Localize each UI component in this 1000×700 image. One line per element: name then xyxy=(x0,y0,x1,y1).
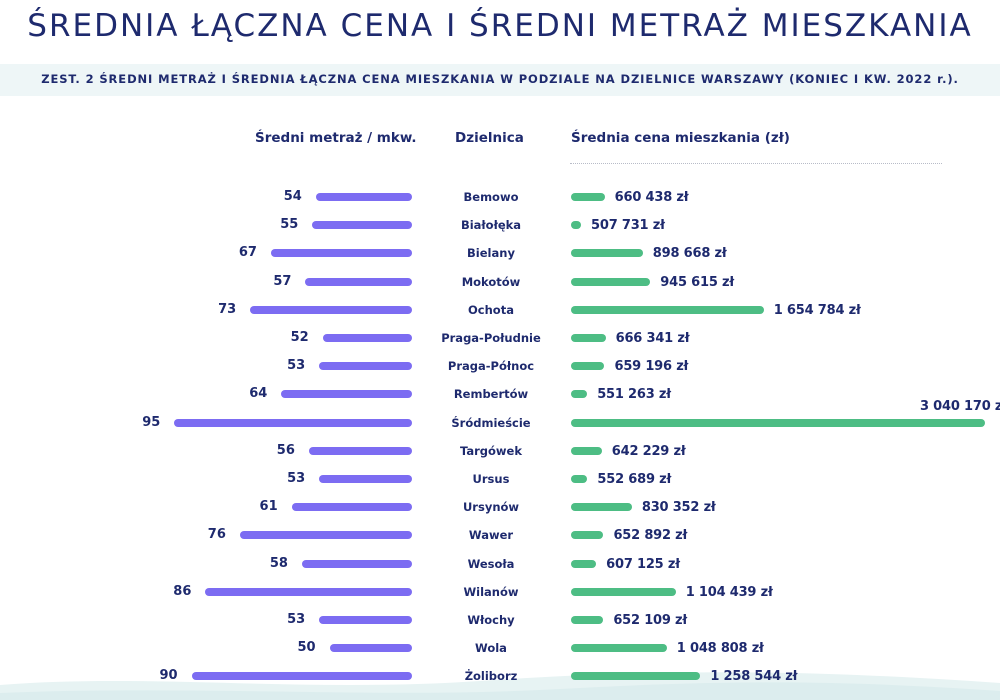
price-value-label: 1 048 808 zł xyxy=(676,641,764,657)
area-bar xyxy=(270,249,412,258)
area-bar xyxy=(312,221,412,230)
price-bar xyxy=(571,193,605,201)
price-value-label: 652 109 zł xyxy=(613,613,688,628)
district-label: Żoliborz xyxy=(464,669,518,684)
price-bar xyxy=(571,249,643,258)
chart-subtitle: ZEST. 2 ŚREDNI METRAŻ I ŚREDNIA ŁĄCZNA C… xyxy=(41,72,959,86)
area-value-label: 67 xyxy=(238,245,257,261)
area-bar xyxy=(281,390,412,399)
district-label: Śródmieście xyxy=(451,415,531,430)
price-bar xyxy=(571,559,597,568)
price-bar xyxy=(571,390,588,399)
district-label: Mokotów xyxy=(461,274,521,289)
price-bar xyxy=(571,418,986,427)
price-value-label: 652 892 zł xyxy=(613,528,688,544)
area-bar xyxy=(239,531,412,540)
price-value-label: 1 654 784 zł xyxy=(773,302,861,318)
district-label: Włochy xyxy=(467,613,515,627)
area-value-label: 53 xyxy=(287,471,306,486)
header-divider xyxy=(570,163,942,164)
area-bar xyxy=(191,672,412,681)
district-label: Ochota xyxy=(468,302,514,317)
area-column-header: Średni metraż / mkw. xyxy=(255,130,417,146)
area-bar xyxy=(319,362,412,371)
price-value-label: 659 196 zł xyxy=(614,359,689,375)
price-value-label: 666 341 zł xyxy=(615,331,690,346)
district-column-header: Dzielnica xyxy=(455,130,524,146)
district-label: Białołęka xyxy=(460,218,522,233)
area-bar xyxy=(315,193,412,201)
price-bar xyxy=(571,334,606,342)
price-value-label: 830 352 zł xyxy=(641,500,716,516)
price-bar xyxy=(571,503,632,512)
area-value-label: 73 xyxy=(218,301,237,317)
price-bar xyxy=(571,305,764,314)
price-value-label: 660 438 zł xyxy=(614,190,689,205)
area-value-label: 76 xyxy=(207,527,226,543)
area-value-label: 57 xyxy=(273,273,292,289)
price-bar xyxy=(571,446,602,455)
district-label: Bielany xyxy=(467,246,515,261)
price-value-label: 3 040 170 zł xyxy=(920,398,1000,414)
price-bar xyxy=(571,587,676,596)
area-value-label: 54 xyxy=(283,189,302,204)
area-value-label: 56 xyxy=(276,442,295,458)
price-bar xyxy=(571,644,667,653)
area-value-label: 61 xyxy=(259,499,278,515)
district-label: Wola xyxy=(475,641,507,656)
price-bar xyxy=(571,475,588,483)
price-bar xyxy=(571,531,604,540)
area-value-label: 53 xyxy=(287,612,306,627)
area-bar xyxy=(305,277,412,286)
area-value-label: 52 xyxy=(290,330,309,345)
area-value-label: 64 xyxy=(249,386,268,402)
area-value-label: 86 xyxy=(173,583,192,599)
subtitle-band xyxy=(0,64,1000,96)
price-value-label: 552 689 zł xyxy=(597,472,672,487)
area-bar xyxy=(205,587,412,596)
district-label: Bemowo xyxy=(463,190,519,204)
price-bar xyxy=(571,221,581,230)
decorative-wave xyxy=(0,672,1000,700)
area-bar xyxy=(319,475,412,483)
area-bar xyxy=(301,559,412,568)
area-bar xyxy=(250,305,412,314)
district-label: Praga-Północ xyxy=(447,359,535,374)
price-value-label: 1 258 544 zł xyxy=(710,669,798,685)
price-bar xyxy=(571,672,701,681)
area-value-label: 90 xyxy=(159,668,178,684)
area-value-label: 53 xyxy=(287,358,306,374)
district-label: Rembertów xyxy=(453,387,529,402)
price-bar xyxy=(571,277,651,286)
price-value-label: 551 263 zł xyxy=(597,387,671,403)
price-bar xyxy=(571,616,604,624)
district-label: Ursynów xyxy=(462,500,520,515)
area-bar xyxy=(291,503,412,512)
price-value-label: 1 104 439 zł xyxy=(685,584,773,600)
area-bar xyxy=(329,644,412,653)
page-title: ŚREDNIA ŁĄCZNA CENA I ŚREDNI METRAŻ MIES… xyxy=(27,8,973,44)
area-bar xyxy=(308,446,412,455)
area-bar xyxy=(319,616,412,624)
district-label: Ursus xyxy=(472,472,510,486)
price-value-label: 898 668 zł xyxy=(652,246,727,262)
district-label: Targówek xyxy=(460,443,522,458)
price-value-label: 945 615 zł xyxy=(660,274,735,290)
area-value-label: 58 xyxy=(269,555,288,571)
area-value-label: 50 xyxy=(297,640,316,656)
district-label: Wilanów xyxy=(463,584,519,599)
district-label: Wawer xyxy=(468,528,514,543)
price-bar xyxy=(571,362,605,371)
area-value-label: 95 xyxy=(142,414,161,430)
price-value-label: 507 731 zł xyxy=(591,218,665,234)
price-value-label: 607 125 zł xyxy=(606,556,680,572)
district-label: Praga-Południe xyxy=(441,331,541,345)
district-label: Wesoła xyxy=(467,556,515,571)
area-value-label: 55 xyxy=(280,217,299,233)
area-bar xyxy=(322,334,412,342)
area-bar xyxy=(174,418,412,427)
price-value-label: 642 229 zł xyxy=(611,443,686,459)
price-column-header: Średnia cena mieszkania (zł) xyxy=(571,130,790,146)
